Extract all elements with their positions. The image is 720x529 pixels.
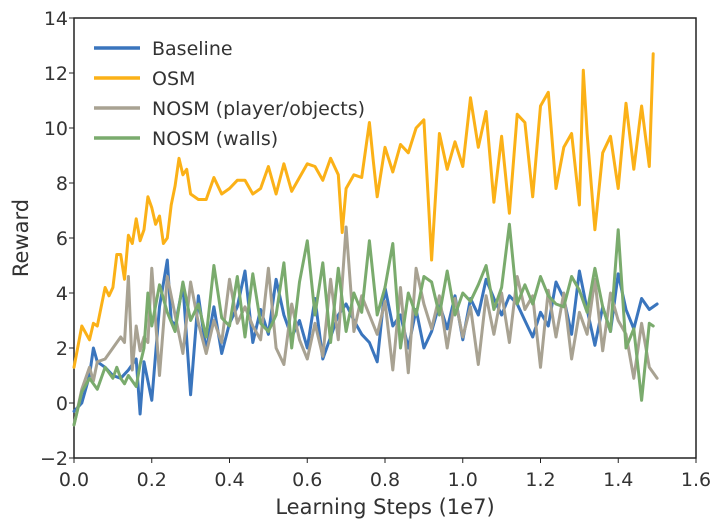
y-tick-label: 6	[56, 228, 68, 250]
x-tick-label: 0.6	[292, 469, 322, 491]
series-layer	[72, 52, 659, 427]
x-tick-label: 1.4	[603, 469, 633, 491]
legend-label-osm: OSM	[152, 68, 195, 90]
x-tick-label: 1.2	[525, 469, 555, 491]
x-tick-label: 0.0	[59, 469, 89, 491]
x-tick-label: 0.8	[370, 469, 400, 491]
x-axis-label: Learning Steps (1e7)	[275, 495, 494, 519]
y-tick-label: 4	[56, 283, 68, 305]
y-tick-label: 2	[56, 338, 68, 360]
x-tick-label: 0.2	[137, 469, 167, 491]
y-axis-label: Reward	[9, 199, 33, 277]
legend-label-nosm-player-objects: NOSM (player/objects)	[152, 98, 365, 120]
y-axis-ticks: −2 0 2 4 6 8 10 12 14	[40, 8, 74, 470]
y-tick-label: 14	[44, 8, 68, 30]
series-line-nosm-walls	[72, 222, 655, 427]
y-tick-label: 10	[44, 118, 68, 140]
x-axis-ticks: 0.0 0.2 0.4 0.6 0.8 1.0 1.2 1.4 1.6	[59, 458, 711, 491]
legend: Baseline OSM NOSM (player/objects) NOSM (wa…	[94, 38, 365, 150]
y-tick-label: 12	[44, 63, 68, 85]
x-tick-label: 0.4	[214, 469, 244, 491]
y-tick-label: −2	[40, 448, 68, 470]
legend-label-baseline: Baseline	[152, 38, 233, 60]
plot-area	[73, 17, 697, 459]
x-tick-label: 1.0	[448, 469, 478, 491]
y-tick-label: 0	[56, 393, 68, 415]
legend-label-nosm-walls: NOSM (walls)	[152, 128, 278, 150]
x-tick-label: 1.6	[681, 469, 711, 491]
y-tick-label: 8	[56, 173, 68, 195]
series-line-osm	[72, 52, 655, 369]
